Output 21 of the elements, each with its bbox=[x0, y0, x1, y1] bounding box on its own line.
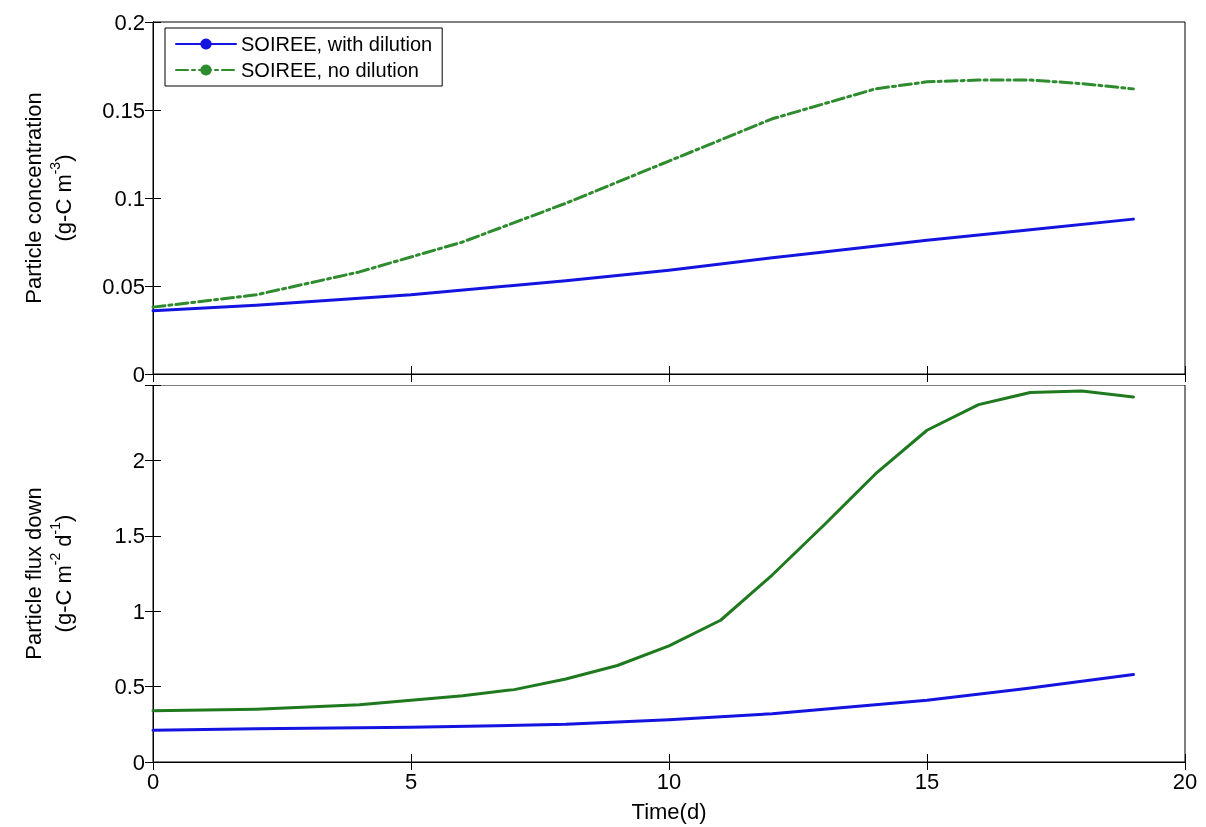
x-axis-title: Time(d) bbox=[631, 798, 707, 824]
y-tick-label: 0.15 bbox=[102, 97, 145, 123]
y-tick-label: 0.05 bbox=[102, 273, 145, 299]
x-tick-label: 5 bbox=[404, 768, 418, 794]
x-tick-label: 15 bbox=[914, 768, 940, 794]
y-tick-label: 0 bbox=[132, 361, 145, 387]
legend-label: SOIREE, with dilution bbox=[241, 33, 433, 55]
line-series bbox=[151, 389, 1135, 713]
y-tick-label: 0.5 bbox=[114, 674, 145, 700]
y-tick-label: 0.2 bbox=[114, 9, 145, 35]
line-series bbox=[151, 673, 1135, 732]
y-tick-label: 1 bbox=[132, 598, 145, 624]
y-tick-label: 2 bbox=[132, 447, 145, 473]
line-series bbox=[151, 217, 1135, 313]
line-series bbox=[151, 78, 1135, 309]
y-tick-label: 1.5 bbox=[114, 523, 145, 549]
y-tick-label: 0 bbox=[132, 749, 145, 775]
x-tick-label: 10 bbox=[656, 768, 682, 794]
x-tick-label: 20 bbox=[1172, 768, 1198, 794]
legend-label: SOIREE, no dilution bbox=[241, 59, 419, 81]
y-tick-label: 0.1 bbox=[114, 185, 145, 211]
